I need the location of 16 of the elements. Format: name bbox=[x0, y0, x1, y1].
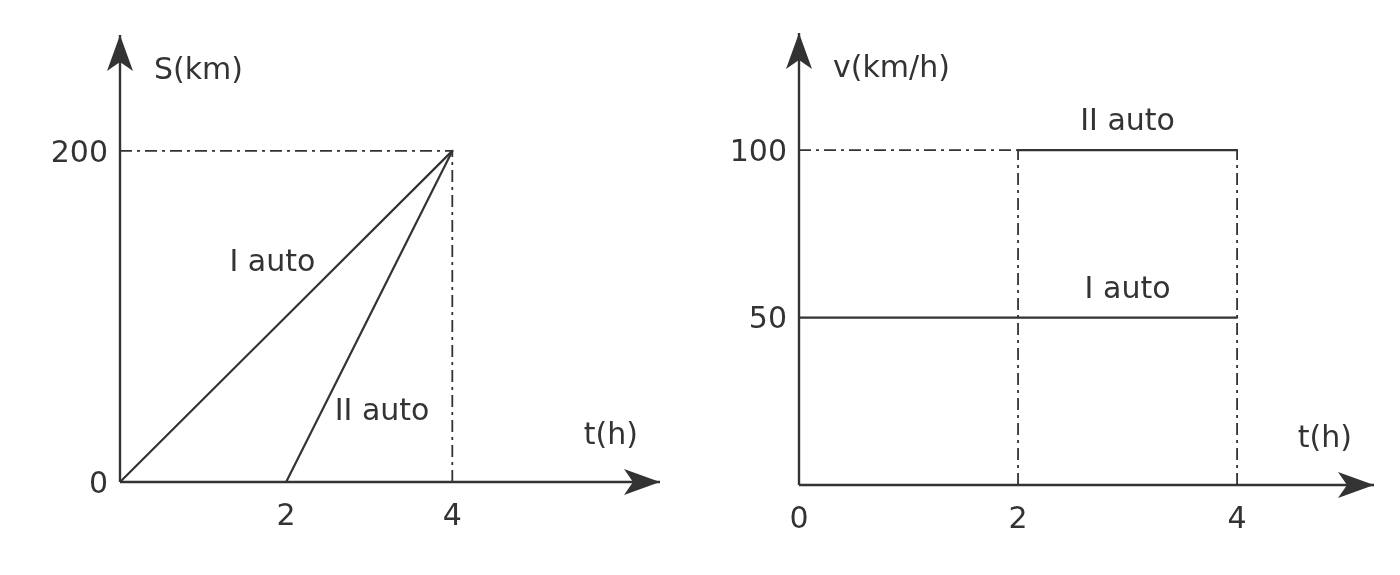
x-tick-label: 4 bbox=[442, 497, 462, 533]
y-tick-label: 50 bbox=[748, 300, 787, 336]
series-label: I auto bbox=[1084, 269, 1171, 305]
y-axis-title: v(km/h) bbox=[833, 49, 950, 84]
x-tick-label: 4 bbox=[1227, 500, 1247, 536]
x-axis-title: t(h) bbox=[583, 416, 638, 451]
y-tick-label: 200 bbox=[50, 133, 108, 169]
x-tick-label: 2 bbox=[1008, 500, 1028, 536]
x-tick-label: 2 bbox=[276, 497, 296, 533]
y-axis-title: S(km) bbox=[154, 51, 244, 86]
series-label: I auto bbox=[229, 243, 316, 279]
series-label: II auto bbox=[334, 392, 430, 428]
x-tick-label: 0 bbox=[789, 500, 809, 536]
x-axis-title: t(h) bbox=[1297, 419, 1352, 454]
y-tick-label: 100 bbox=[729, 132, 787, 168]
series-label: II auto bbox=[1080, 102, 1175, 138]
